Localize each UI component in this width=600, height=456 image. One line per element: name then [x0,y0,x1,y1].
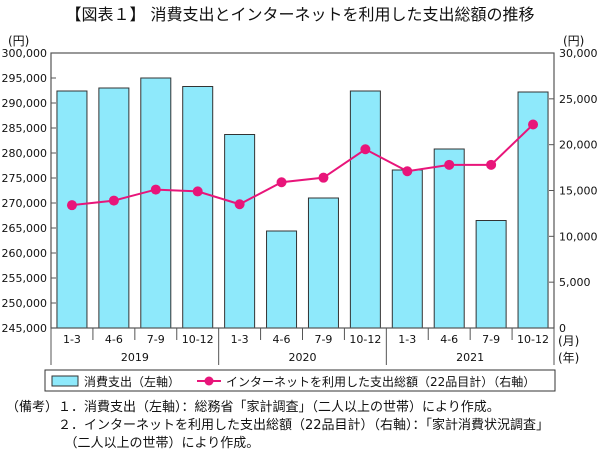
x-tick-label: 10-12 [517,333,549,346]
x-tick-label: 1-3 [398,333,416,346]
bar [517,91,549,329]
bar [433,148,465,329]
line-series [71,123,534,207]
left-tick-label: 280,000 [2,147,48,160]
x-tick-label: 7-9 [314,333,332,346]
right-tick-label: 15,000 [559,185,598,198]
note-2: ２．インターネットを利用した支出総額（22品目計）（右軸）：「家計消費状況調査」 [6,418,550,433]
right-tick-label: 25,000 [559,93,598,106]
line-point [192,186,203,197]
x-year-label: 2021 [456,351,484,364]
left-tick-label: 265,000 [2,222,48,235]
right-tick-label: 0 [559,322,566,335]
line-point [528,119,539,130]
line-point [318,172,329,183]
x-tick-label: 10-12 [349,333,381,346]
left-tick-label: 260,000 [2,247,48,260]
left-tick-label: 290,000 [2,97,48,110]
right-tick-label: 20,000 [559,139,598,152]
right-tick-label: 30,000 [559,47,598,60]
line-point [444,159,455,170]
right-axis-unit: (円) [563,34,584,48]
plot-frame [50,52,555,329]
x-year-label: 2019 [121,351,149,364]
line-point [276,177,287,188]
line-point [66,200,77,211]
bar [349,90,381,329]
notes: （備考）１．消費支出（左軸）：総務省「家計調査」（二人以上の世帯）により作成。 … [6,399,549,453]
left-tick-label: 270,000 [2,197,48,210]
line-point [108,195,119,206]
line-point [360,144,371,155]
right-tick-label: 10,000 [559,230,598,243]
left-tick-label: 300,000 [2,47,48,60]
line-point [402,166,413,177]
left-tick-label: 255,000 [2,272,48,285]
x-tick-label: 7-9 [147,333,165,346]
bar [224,134,256,329]
left-tick-label: 295,000 [2,72,48,85]
x-tick-label: 4-6 [273,333,291,346]
note-3: （二人以上の世帯）により作成。 [6,436,260,451]
x-year-label: 2020 [289,351,317,364]
x-tick-label: 7-9 [482,333,500,346]
legend-line-label: インターネットを利用した支出総額（22品目計）（右軸） [226,374,535,389]
left-tick-label: 275,000 [2,172,48,185]
x-unit-year: (年) [558,351,579,365]
x-tick-label: 4-6 [440,333,458,346]
x-tick-label: 1-3 [231,333,249,346]
bar [266,230,298,329]
x-tick-label: 10-12 [182,333,214,346]
note-1: （備考）１．消費支出（左軸）：総務省「家計調査」（二人以上の世帯）により作成。 [6,400,500,415]
left-axis-unit: (円) [8,34,29,48]
bar [98,87,130,329]
left-tick-label: 250,000 [2,297,48,310]
line-point [150,184,161,195]
legend: 消費支出（左軸） インターネットを利用した支出総額（22品目計）（右軸） [44,369,556,392]
legend-bar-label: 消費支出（左軸） [84,374,180,389]
line-point [486,159,497,170]
right-tick-label: 5,000 [559,276,591,289]
x-tick-label: 1-3 [63,333,81,346]
x-unit-month: (月) [558,334,579,348]
bar [307,197,339,329]
left-tick-label: 245,000 [2,322,48,335]
bar [475,220,507,329]
x-tick-label: 4-6 [105,333,123,346]
legend-line-marker [204,376,214,386]
bar [182,86,214,329]
bar [391,169,423,329]
chart-title: 【図表１】 消費支出とインターネットを利用した支出総額の推移 [65,5,534,24]
left-tick-label: 285,000 [2,122,48,135]
legend-bar-swatch [51,375,79,387]
chart: 【図表１】 消費支出とインターネットを利用した支出総額の推移 (円) (円) 2… [2,5,598,392]
bar [140,77,172,329]
line-point [234,199,245,210]
